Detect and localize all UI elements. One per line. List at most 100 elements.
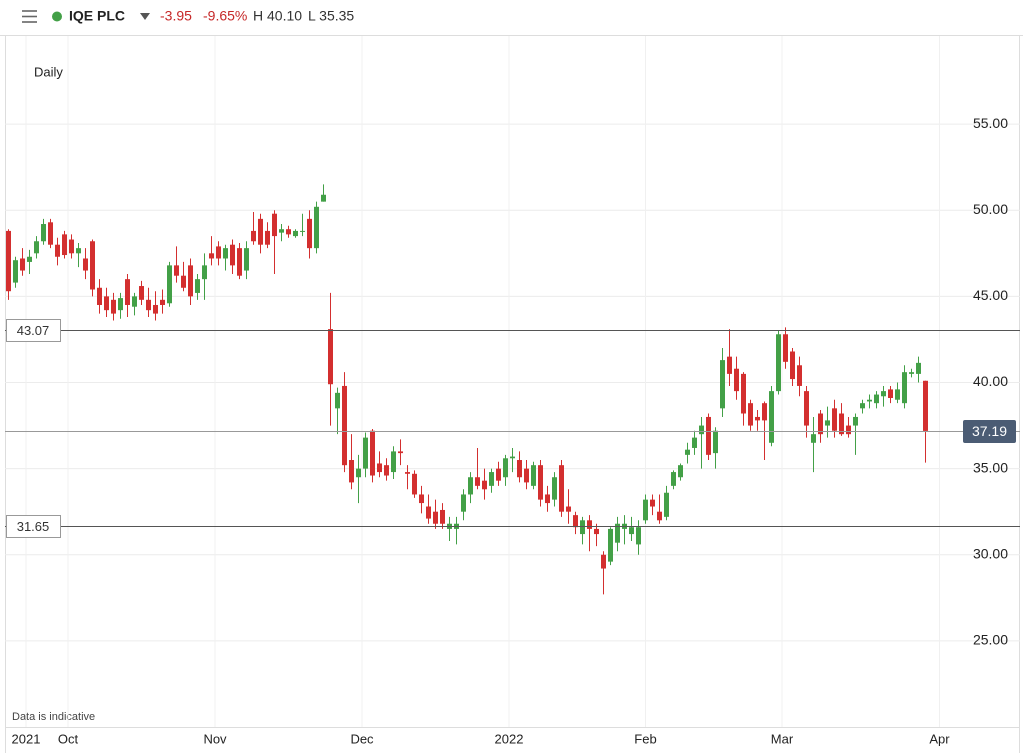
y-tick-label: 30.00 [973,545,1008,561]
candle-body [573,515,578,528]
candle-body [384,465,389,476]
candle-body [524,468,529,483]
candle-body [34,241,39,254]
note: Data is indicative [12,711,95,723]
candle-body [181,275,186,288]
candle-body [741,373,746,414]
grid [5,36,1020,727]
candle-body [6,230,11,292]
candle-body [797,365,802,386]
candles [6,184,928,595]
menu-icon[interactable] [22,10,37,23]
candle-body [552,477,557,500]
candle-body [818,413,823,435]
candle-body [118,298,123,311]
candle-body [825,420,830,426]
candle-body [482,480,487,490]
candle-body [496,468,501,481]
candle-body [664,492,669,517]
candle-body [104,296,109,311]
candle-body [643,499,648,521]
candle-body [783,334,788,362]
y-tick-label: 25.00 [973,632,1008,648]
candle-body [286,229,291,235]
candle-body [559,465,564,512]
candle-body [125,279,130,305]
candle-body [895,389,900,400]
candle-body [545,494,550,504]
candle-body [566,506,571,512]
candle-body [377,463,382,473]
candle-body [699,425,704,435]
candle-body [489,472,494,486]
candle-body [83,258,88,271]
day-high: H 40.10 [253,8,302,24]
candle-body [342,385,347,466]
candle-body [426,506,431,519]
y-tick-label: 40.00 [973,373,1008,389]
candle-body [832,408,837,431]
candle-body [244,248,249,271]
candle-body [629,527,634,535]
candle-body [412,473,417,495]
candle-body [223,248,228,259]
y-tick-label: 35.00 [973,459,1008,475]
candle-body [916,362,921,374]
level-label: 31.65 [17,519,50,534]
candle-body [20,258,25,271]
candle-body [195,279,200,293]
x-tick-label: 2021 [12,731,41,746]
candle-body [734,368,739,392]
candle-body [90,241,95,290]
interval-label[interactable]: Daily [34,64,63,79]
candle-body [258,218,263,245]
candle-body [188,265,193,297]
candle-body [468,477,473,495]
candle-body [755,416,760,421]
candle-body [41,224,46,242]
candle-body [538,465,543,500]
candle-body [678,465,683,478]
candle-body [69,239,74,254]
candle-body [160,299,165,305]
candle-body [461,494,466,512]
candle-body [636,527,641,545]
candle-body [251,230,256,242]
candle-body [230,244,235,266]
candle-body [881,391,886,397]
symbol[interactable]: IQE PLC [69,8,125,24]
candle-body [804,391,809,426]
candle-body [300,230,305,232]
candle-body [167,265,172,304]
status-dot [52,11,62,22]
y-tick-label: 55.00 [973,115,1008,131]
dropdown-arrow[interactable] [140,13,150,20]
candle-body [132,296,137,307]
day-low: L 35.35 [308,8,354,24]
candle-body [419,494,424,504]
candle-body [391,451,396,473]
last-price-box [963,420,1016,443]
candle-body [27,256,32,262]
candle-body [874,394,879,404]
candle-body [328,329,333,385]
candle-body [657,511,662,521]
change-percent: -9.65% [203,8,247,24]
candle-body [76,248,81,254]
candle-body [146,299,151,311]
candle-body [580,520,585,535]
candle-body [909,372,914,374]
candle-body [307,218,312,249]
candle-body [356,468,361,478]
candle-body [853,416,858,426]
candle-body [111,299,116,314]
candle-body [713,430,718,454]
candle-body [587,520,592,529]
candle-body [398,451,403,454]
candle-body [839,413,844,435]
candle-body [671,472,676,486]
candle-body [216,246,221,259]
candle-body [48,222,53,245]
